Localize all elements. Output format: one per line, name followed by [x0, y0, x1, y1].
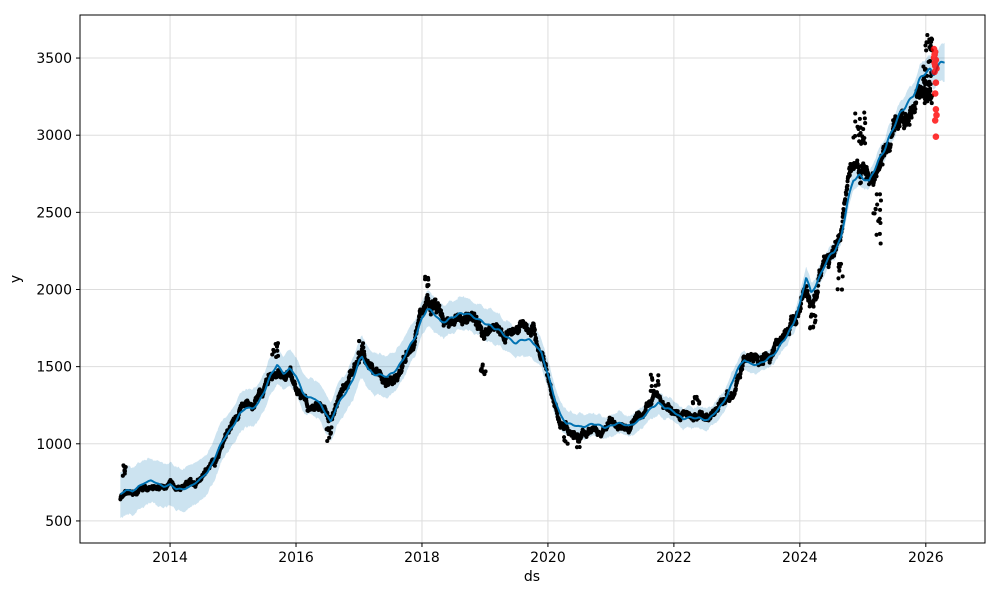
y-tick-label: 3000 — [36, 128, 72, 144]
x-tick-label: 2018 — [404, 550, 440, 566]
y-axis-ticks: 500 1000 1500 2000 2500 3000 3500 — [36, 51, 80, 530]
x-axis-ticks: 2014 2016 2018 2020 2022 2024 2026 — [152, 543, 944, 566]
x-tick-label: 2022 — [656, 550, 692, 566]
x-tick-label: 2024 — [782, 550, 818, 566]
x-tick-label: 2016 — [278, 550, 314, 566]
y-tick-label: 3500 — [36, 51, 72, 67]
y-tick-label: 500 — [45, 514, 72, 530]
axes-frame — [79, 14, 986, 544]
x-tick-label: 2014 — [152, 550, 188, 566]
x-axis-label: ds — [524, 569, 540, 585]
uncertainty-band — [120, 42, 945, 518]
y-tick-label: 1500 — [36, 360, 72, 376]
x-tick-label: 2020 — [530, 550, 566, 566]
y-axis-label: y — [8, 275, 24, 283]
anomaly-points — [930, 45, 940, 140]
grid — [80, 15, 985, 543]
y-tick-label: 2500 — [36, 205, 72, 221]
y-tick-label: 2000 — [36, 282, 72, 298]
y-tick-label: 1000 — [36, 437, 72, 453]
x-tick-label: 2026 — [908, 550, 944, 566]
forecast-line — [119, 60, 946, 496]
